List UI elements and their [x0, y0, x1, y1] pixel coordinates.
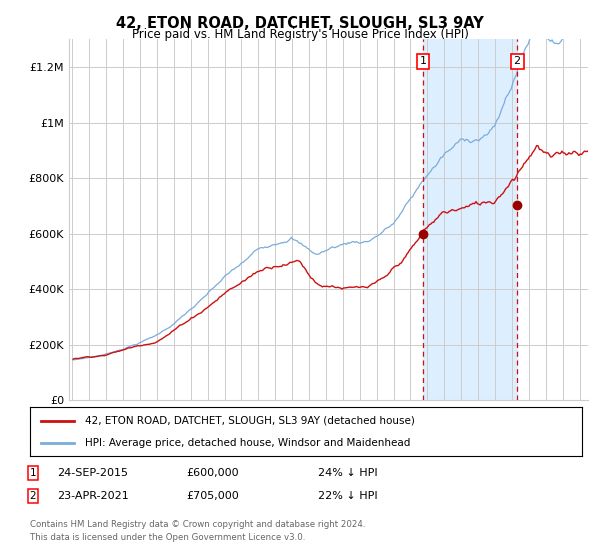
Text: 42, ETON ROAD, DATCHET, SLOUGH, SL3 9AY (detached house): 42, ETON ROAD, DATCHET, SLOUGH, SL3 9AY …: [85, 416, 415, 426]
Text: HPI: Average price, detached house, Windsor and Maidenhead: HPI: Average price, detached house, Wind…: [85, 437, 410, 447]
Text: 2: 2: [514, 57, 521, 67]
Text: 22% ↓ HPI: 22% ↓ HPI: [318, 491, 377, 501]
Text: 23-APR-2021: 23-APR-2021: [57, 491, 129, 501]
Text: This data is licensed under the Open Government Licence v3.0.: This data is licensed under the Open Gov…: [30, 533, 305, 542]
Text: Price paid vs. HM Land Registry's House Price Index (HPI): Price paid vs. HM Land Registry's House …: [131, 28, 469, 41]
Text: 24% ↓ HPI: 24% ↓ HPI: [318, 468, 377, 478]
Text: 42, ETON ROAD, DATCHET, SLOUGH, SL3 9AY: 42, ETON ROAD, DATCHET, SLOUGH, SL3 9AY: [116, 16, 484, 31]
Text: 24-SEP-2015: 24-SEP-2015: [57, 468, 128, 478]
Text: 1: 1: [29, 468, 37, 478]
Bar: [423, 39, 517, 400]
Text: £705,000: £705,000: [186, 491, 239, 501]
Text: 1: 1: [419, 57, 427, 67]
Text: £600,000: £600,000: [186, 468, 239, 478]
Text: 2: 2: [29, 491, 37, 501]
Text: Contains HM Land Registry data © Crown copyright and database right 2024.: Contains HM Land Registry data © Crown c…: [30, 520, 365, 529]
